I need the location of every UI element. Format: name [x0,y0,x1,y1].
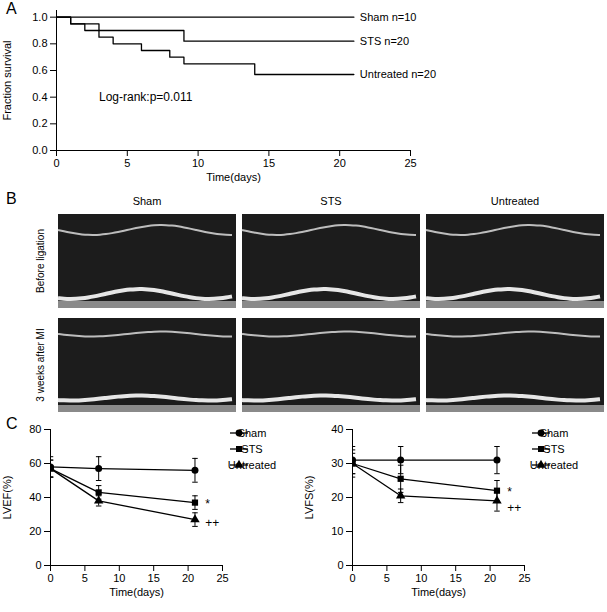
svg-text:STS: STS [320,195,341,207]
svg-text:15: 15 [148,572,160,584]
svg-text:Time(days): Time(days) [411,586,466,598]
svg-text:++: ++ [205,516,219,530]
svg-text:Sham: Sham [133,195,162,207]
svg-text:25: 25 [216,572,228,584]
svg-text:60: 60 [29,457,41,469]
svg-text:0.6: 0.6 [32,64,47,76]
svg-text:Untreated: Untreated [228,459,276,471]
svg-text:Untreated n=20: Untreated n=20 [360,68,436,80]
svg-text:++: ++ [507,501,521,515]
svg-text:0: 0 [337,559,343,571]
svg-text:20: 20 [334,157,346,169]
svg-text:5: 5 [384,572,390,584]
svg-text:Sham n=10: Sham n=10 [360,11,417,23]
svg-text:Log-rank:p=0.011: Log-rank:p=0.011 [99,90,193,104]
svg-text:80: 80 [29,423,41,435]
svg-text:Fraction survival: Fraction survival [1,40,13,120]
svg-text:1.0: 1.0 [32,11,47,23]
svg-text:20: 20 [484,572,496,584]
svg-text:0.2: 0.2 [32,117,47,129]
svg-text:Time(days): Time(days) [206,171,261,183]
svg-text:LVFS(%): LVFS(%) [303,476,315,520]
svg-text:30: 30 [331,457,343,469]
svg-text:25: 25 [518,572,530,584]
svg-text:0: 0 [47,572,53,584]
svg-text:40: 40 [331,423,343,435]
html-text:B: B [6,190,17,207]
svg-text:STS: STS [241,443,262,455]
svg-text:0.4: 0.4 [32,91,47,103]
svg-text:Sham: Sham [238,427,267,439]
svg-text:Untreated: Untreated [491,195,539,207]
svg-text:0.0: 0.0 [32,144,47,156]
svg-text:10: 10 [415,572,427,584]
html-text:A: A [6,0,17,17]
svg-text:0: 0 [349,572,355,584]
svg-text:15: 15 [450,572,462,584]
svg-text:20: 20 [29,525,41,537]
svg-text:Time(days): Time(days) [109,586,164,598]
svg-text:STS: STS [543,443,564,455]
svg-text:*: * [507,485,512,499]
svg-text:LVEF(%): LVEF(%) [1,476,13,520]
svg-text:10: 10 [113,572,125,584]
svg-text:*: * [205,497,210,511]
svg-text:Sham: Sham [540,427,569,439]
svg-text:10: 10 [192,157,204,169]
svg-text:3 weeks after MI: 3 weeks after MI [35,328,46,401]
svg-text:10: 10 [331,525,343,537]
svg-text:25: 25 [404,157,416,169]
svg-text:STS n=20: STS n=20 [360,35,409,47]
svg-text:40: 40 [29,491,41,503]
svg-text:0.8: 0.8 [32,37,47,49]
svg-text:0: 0 [35,559,41,571]
svg-text:0: 0 [53,157,59,169]
svg-text:20: 20 [182,572,194,584]
svg-text:15: 15 [263,157,275,169]
svg-text:Untreated: Untreated [530,459,578,471]
svg-text:Before ligation: Before ligation [35,229,46,293]
svg-text:5: 5 [82,572,88,584]
svg-text:20: 20 [331,491,343,503]
svg-text:5: 5 [124,157,130,169]
html-text:C: C [6,415,18,432]
